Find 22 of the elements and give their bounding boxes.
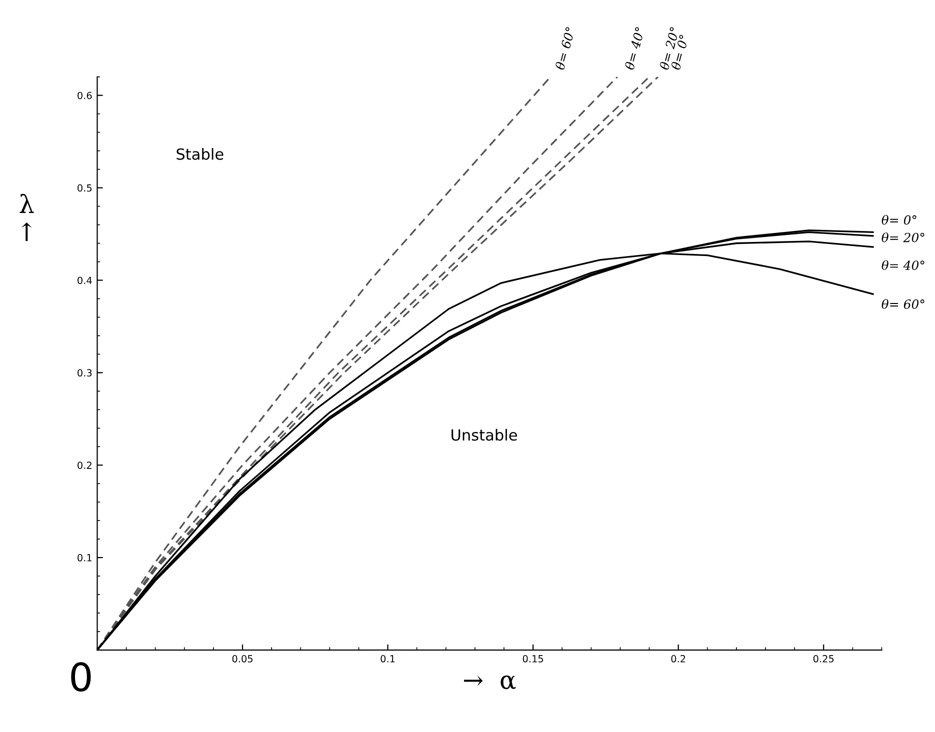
text: 0 [71,662,91,692]
y-tick-label: 0.2 [78,462,92,469]
x-tick-label: 0.25 [813,655,834,662]
series-label: θ= 0° [882,214,916,225]
x-tick-label: 0.1 [380,655,395,662]
y-tick-label: 0.6 [78,92,92,100]
y-tick-label: 0.1 [78,554,92,562]
y-axis-title: λ ↑ [20,194,34,242]
x-tick-label: 0.2 [671,655,686,662]
x-tick-label: 0.05 [232,655,252,662]
annotation: Unstable [452,428,517,441]
y-tick-label: 0.5 [78,184,92,192]
series-label: θ= 20° [882,232,924,242]
text: θ= 40° [624,26,645,70]
series-label: θ= 40° [882,260,924,270]
series-label: θ= 60° [882,299,924,309]
x-tick-label: 0.15 [522,655,544,662]
x-axis-title: → α [464,676,516,690]
text: θ= 60° [554,26,576,70]
y-tick-label: 0.3 [78,369,92,377]
annotation: Stable [176,148,224,160]
y-tick-label: 0.4 [78,276,92,284]
